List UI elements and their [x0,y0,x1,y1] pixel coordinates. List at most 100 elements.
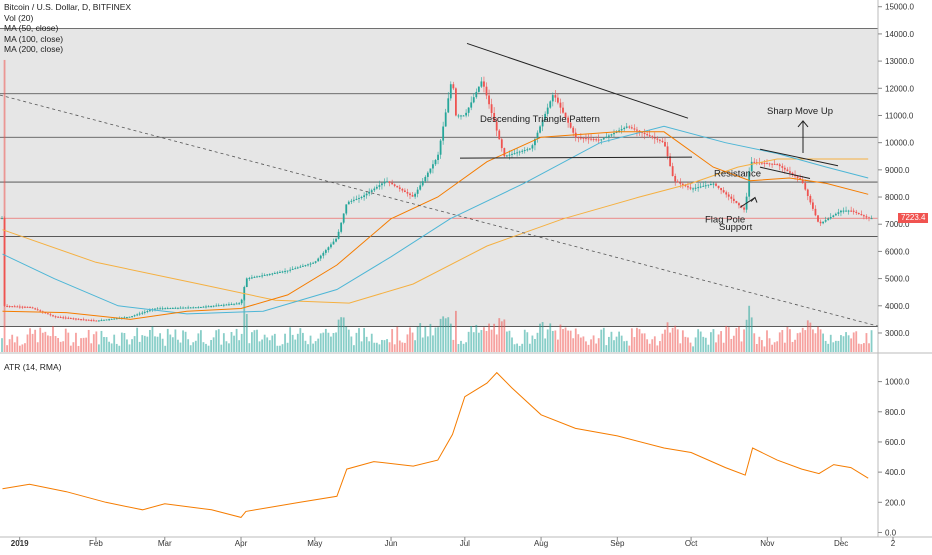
volume-bar [676,329,679,352]
candle-body [126,317,128,319]
candle-body [271,273,274,275]
candle-body [732,198,735,201]
volume-bar [317,338,320,352]
candle-body [434,160,437,165]
candle-body [799,177,802,180]
volume-bar [845,332,847,352]
candle-body [863,215,865,217]
volume-bar [39,327,42,352]
candle-body [681,183,684,185]
candle-body [643,132,646,135]
volume-bar [358,328,360,352]
candle-body [676,181,679,183]
candle-body [590,138,592,140]
volume-bar [735,328,738,352]
candle-body [39,310,42,312]
volume-bar [865,333,868,352]
candle-body [771,163,773,165]
candle-body [776,164,779,166]
candle-body [156,308,159,310]
candle-body [577,137,580,139]
candle-body [472,97,475,103]
volume-bar [720,331,722,352]
candle-body [651,136,654,138]
volume-bar [592,335,595,352]
atr-y-tick-label: 0.0 [885,528,897,537]
volume-bar [220,344,223,352]
volume-bar [156,336,159,352]
candle-body [235,303,238,305]
candle-body [90,320,93,322]
volume-bar [551,330,554,352]
volume-bar [44,331,47,352]
candle-body [750,161,753,172]
candle-body [386,181,388,183]
candle-body [490,104,493,114]
volume-bar [373,342,376,352]
y-tick-label: 5000.0 [885,275,910,284]
candle-body [296,267,299,269]
volume-bar [523,329,526,352]
candle-body [735,200,738,204]
volume-bar [852,332,855,352]
volume-bar [832,342,835,352]
flag-pole-arrow [739,197,756,208]
candle-body [182,307,184,309]
candle-body [251,277,253,279]
volume-bar [544,338,547,352]
candle-body [322,252,325,256]
candle-body [159,308,161,310]
volume-bar [490,329,493,352]
candle-body [363,195,365,198]
x-tick-label: 2019 [11,539,29,548]
volume-bar [472,332,475,352]
candle-body [689,187,692,189]
volume-bar [783,342,786,352]
candle-body [411,195,414,197]
volume-bar [664,329,666,352]
volume-bar [312,343,314,352]
volume-bar [419,323,422,352]
volume-bar [159,333,161,352]
candle-body [845,210,847,212]
candle-body [44,312,47,314]
candle-body [205,306,207,308]
volume-bar [863,343,865,352]
candle-body [526,149,529,151]
volume-bar [286,342,289,352]
candle-body [766,163,768,165]
volume-bar [633,337,636,352]
candle-body [595,139,598,141]
candle-body [115,318,118,320]
volume-bar [345,326,348,352]
volume-bar [842,336,845,352]
volume-bar [108,341,110,352]
candle-body [383,181,386,184]
triangle-support-line [459,156,693,159]
candle-body [340,222,343,232]
volume-bar [233,335,235,352]
y-tick-label: 15000.0 [885,3,914,12]
volume-bar [605,345,608,352]
candle-body [503,148,506,157]
volume-bar [610,331,613,352]
volume-bar [271,335,274,352]
volume-bar [477,332,480,352]
sharp-move-arrowhead [797,120,809,128]
volume-bar [80,338,82,352]
candle-body [429,168,432,173]
candle-body [572,127,575,133]
volume-bar [567,330,569,352]
candle-body [424,176,427,182]
volume-bar [393,344,396,352]
volume-bar [222,333,225,352]
candle-body [307,264,309,266]
candle-body [21,306,24,308]
candle-body [281,271,284,273]
volume-bar [350,336,353,352]
volume-bar [656,345,659,352]
volume-bar [368,341,371,352]
candle-body [49,314,52,316]
